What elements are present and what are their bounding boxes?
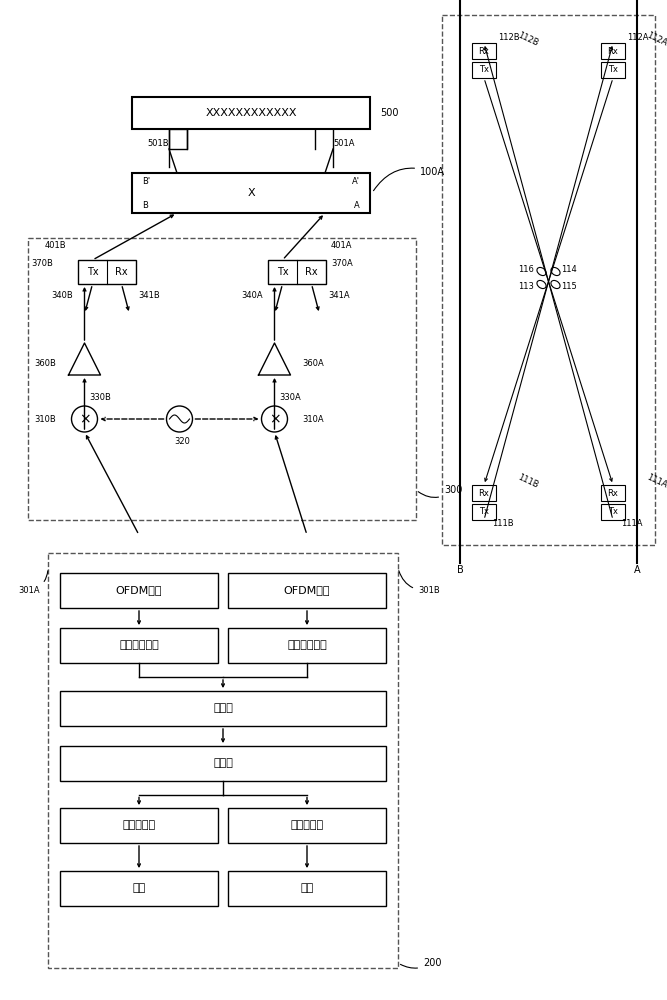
Text: 预编码: 预编码 — [213, 704, 233, 714]
Text: Tx: Tx — [608, 66, 618, 75]
Text: B: B — [142, 200, 148, 210]
Text: 330A: 330A — [279, 392, 301, 401]
Text: OFDM调制: OFDM调制 — [283, 585, 330, 595]
Text: 200: 200 — [400, 958, 442, 968]
Bar — [268, 260, 326, 284]
Text: 加扰: 加扰 — [132, 884, 145, 894]
Text: 112A: 112A — [645, 30, 667, 48]
Text: B': B' — [142, 176, 150, 186]
Text: 310A: 310A — [303, 414, 324, 424]
Text: A: A — [354, 200, 360, 210]
Bar — [28, 238, 416, 520]
Text: 113: 113 — [518, 282, 534, 291]
Bar — [60, 808, 218, 843]
Text: 310B: 310B — [35, 414, 57, 424]
Text: Rx: Rx — [608, 488, 618, 497]
Text: X: X — [247, 188, 255, 198]
Text: 111A: 111A — [645, 472, 667, 490]
Bar — [472, 43, 496, 59]
Text: 111B: 111B — [492, 518, 514, 528]
Text: Rx: Rx — [115, 267, 128, 277]
Text: Rx: Rx — [478, 488, 490, 497]
Text: Tx: Tx — [608, 508, 618, 516]
Bar — [228, 628, 386, 663]
Text: 501B: 501B — [147, 139, 169, 148]
Text: Rx: Rx — [305, 267, 317, 277]
Bar — [228, 573, 386, 608]
Bar — [442, 15, 655, 545]
Bar — [228, 871, 386, 906]
Text: 资源元素映射: 资源元素映射 — [287, 641, 327, 650]
Bar — [228, 808, 386, 843]
Text: A': A' — [352, 176, 360, 186]
Polygon shape — [259, 343, 291, 375]
Text: 层映射: 层映射 — [213, 758, 233, 768]
Text: Tx: Tx — [277, 267, 288, 277]
Bar — [60, 628, 218, 663]
Bar — [472, 62, 496, 78]
Text: 调制映射器: 调制映射器 — [290, 820, 323, 830]
Bar — [48, 553, 398, 968]
Text: Tx: Tx — [87, 267, 98, 277]
Text: Tx: Tx — [479, 508, 489, 516]
Bar — [60, 573, 218, 608]
Text: 111A: 111A — [621, 518, 642, 528]
Text: ×: × — [79, 412, 90, 426]
Text: 401A: 401A — [331, 240, 352, 249]
Bar — [60, 691, 386, 726]
Bar — [60, 746, 386, 781]
Text: Rx: Rx — [478, 46, 490, 55]
Bar — [78, 260, 136, 284]
Text: 370B: 370B — [31, 259, 53, 268]
Text: 500: 500 — [380, 108, 398, 118]
Text: 370A: 370A — [331, 259, 353, 268]
Text: 401B: 401B — [45, 240, 66, 249]
Bar — [601, 504, 625, 520]
Text: 112B: 112B — [498, 33, 520, 42]
Bar — [601, 62, 625, 78]
Text: 116: 116 — [518, 265, 534, 274]
Text: 301B: 301B — [399, 571, 440, 595]
Text: 112A: 112A — [627, 33, 648, 42]
Polygon shape — [69, 343, 101, 375]
Text: 301A: 301A — [18, 571, 48, 595]
Text: 501A: 501A — [334, 139, 355, 148]
Text: 341A: 341A — [328, 292, 350, 300]
Bar — [472, 504, 496, 520]
Bar — [132, 173, 370, 213]
Text: 112B: 112B — [516, 30, 540, 48]
Text: Tx: Tx — [479, 66, 489, 75]
Text: 加扰: 加扰 — [300, 884, 313, 894]
Bar — [472, 485, 496, 501]
Text: 111B: 111B — [516, 472, 540, 490]
Text: 340A: 340A — [241, 292, 263, 300]
Text: 340B: 340B — [51, 292, 73, 300]
Text: 资源元素映射: 资源元素映射 — [119, 641, 159, 650]
Text: 341B: 341B — [138, 292, 160, 300]
Text: ×: × — [269, 412, 280, 426]
Text: 100A: 100A — [374, 167, 445, 191]
Text: OFDM调制: OFDM调制 — [116, 585, 162, 595]
Text: 360A: 360A — [303, 360, 324, 368]
Bar — [132, 97, 370, 129]
Text: XXXXXXXXXXXX: XXXXXXXXXXXX — [205, 108, 297, 118]
Text: 300: 300 — [418, 485, 462, 497]
Bar — [60, 871, 218, 906]
Text: B: B — [457, 565, 464, 575]
Text: 调制映射器: 调制映射器 — [123, 820, 155, 830]
Bar — [601, 43, 625, 59]
Text: 320: 320 — [175, 438, 191, 446]
Text: A: A — [634, 565, 640, 575]
Text: 330B: 330B — [89, 392, 111, 401]
Text: 114: 114 — [561, 265, 576, 274]
Text: Rx: Rx — [608, 46, 618, 55]
Bar — [601, 485, 625, 501]
Text: 360B: 360B — [35, 360, 57, 368]
Bar — [169, 129, 187, 149]
Text: 115: 115 — [561, 282, 576, 291]
